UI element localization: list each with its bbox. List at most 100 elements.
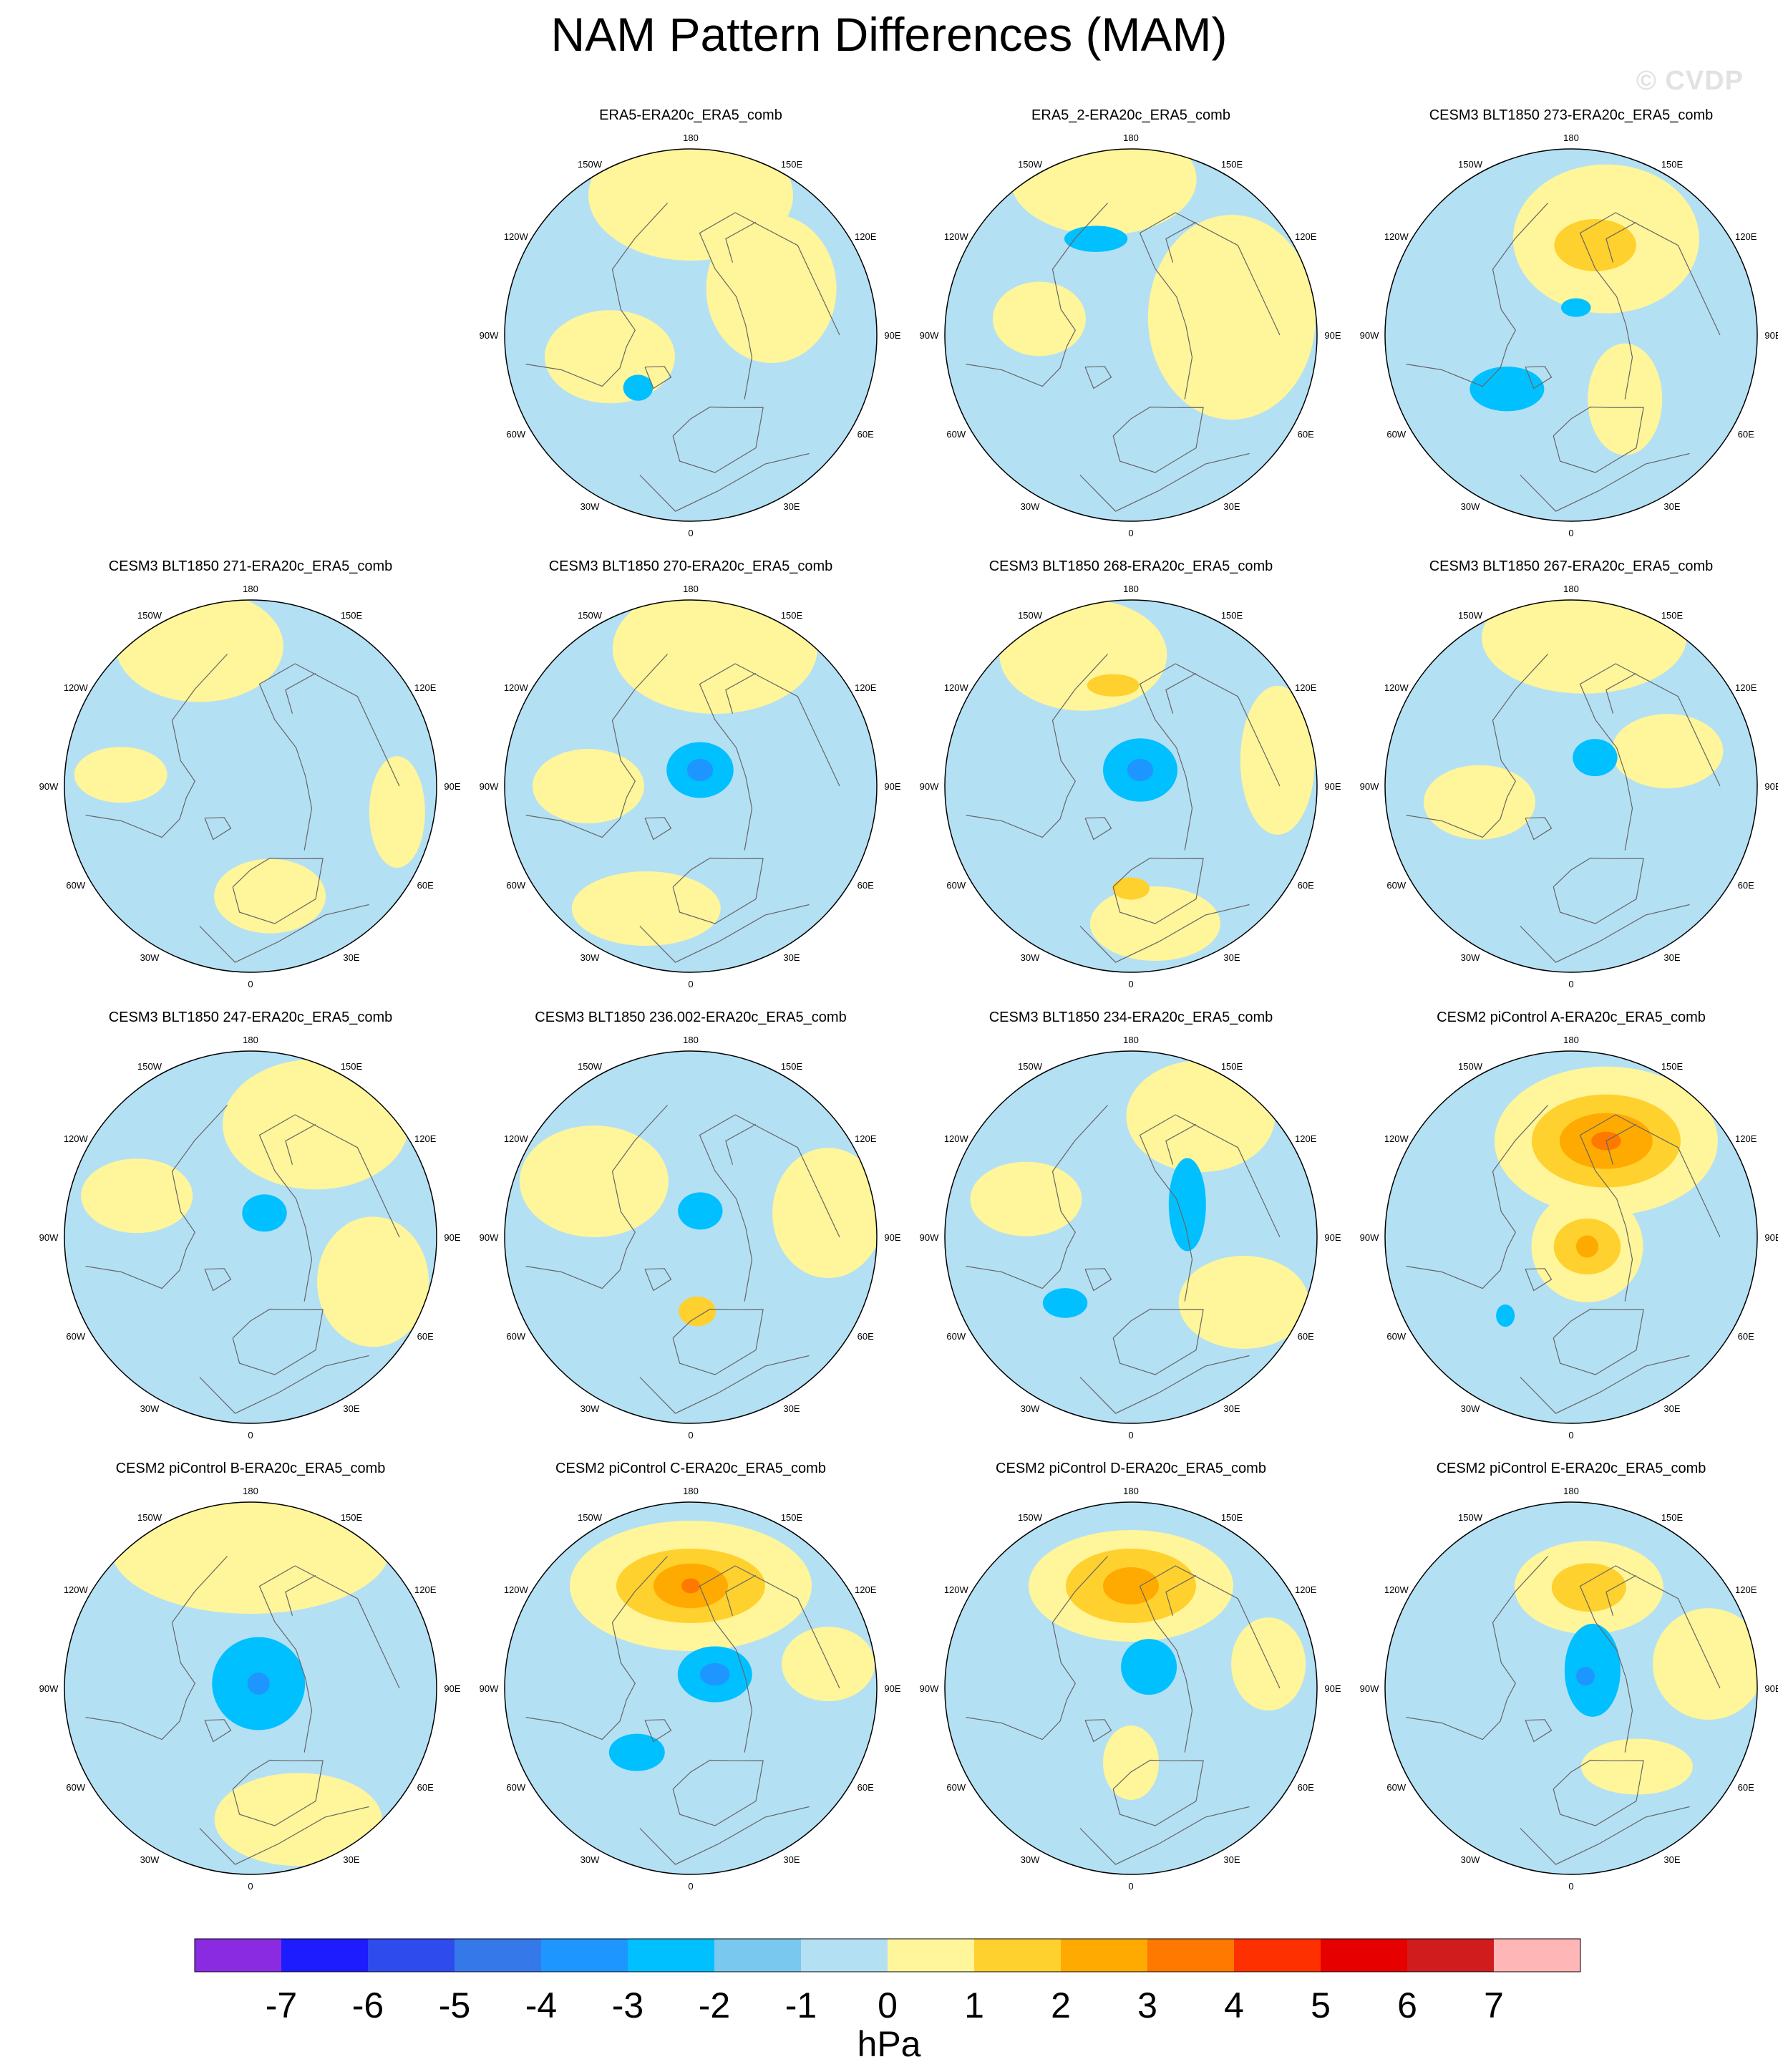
longitude-label: 0 — [1568, 1881, 1573, 1892]
anomaly-contour — [1127, 758, 1154, 782]
longitude-label: 180 — [243, 1486, 258, 1496]
longitude-label: 0 — [248, 979, 253, 989]
anomaly-contour — [1178, 1256, 1309, 1349]
colorbar-swatch — [801, 1939, 888, 1972]
longitude-label: 30W — [580, 952, 600, 963]
coastline — [725, 221, 757, 263]
colorbar-tick-label: -6 — [352, 1985, 384, 2025]
longitude-label: 90E — [444, 781, 460, 792]
coastline — [1553, 857, 1644, 924]
colorbar-tick-label: 4 — [1224, 1985, 1244, 2025]
coastline — [1525, 1719, 1553, 1743]
colorbar-units-label: hPa — [858, 2024, 921, 2064]
longitude-label: 180 — [1123, 1035, 1139, 1045]
coastline — [1525, 817, 1553, 841]
coastline — [1079, 452, 1250, 512]
map-panel: CESM3 BLT1850 267-ERA20c_ERA5_comb 180 150… — [1349, 558, 1778, 995]
polar-map: 180 150E 120E 90E 60E 30E 0 30W 60W 90W 120W 150W — [1360, 1486, 1778, 1892]
longitude-label: 180 — [1123, 1486, 1139, 1496]
longitude-label: 120W — [504, 1584, 529, 1595]
map-rim — [944, 148, 1318, 522]
longitude-label: 120W — [64, 1584, 89, 1595]
longitude-label: 30W — [1021, 1403, 1040, 1414]
map-rim — [504, 599, 878, 973]
map-panel: CESM2 piControl B-ERA20c_ERA5_comb 180 150… — [29, 1461, 472, 1897]
coastline — [285, 1123, 316, 1165]
panel-title: CESM2 piControl D-ERA20c_ERA5_comb — [996, 1461, 1266, 1476]
panel-title: CESM3 BLT1850 268-ERA20c_ERA5_comb — [988, 558, 1273, 574]
anomaly-contour — [1087, 674, 1140, 697]
anomaly-contour — [706, 214, 837, 363]
longitude-label: 90E — [884, 781, 900, 792]
coastline — [258, 1565, 400, 1753]
panel-title: CESM3 BLT1850 267-ERA20c_ERA5_comb — [1429, 558, 1714, 574]
map-panel: CESM3 BLT1850 271-ERA20c_ERA5_comb 180 150… — [29, 558, 472, 995]
coastline — [672, 857, 764, 924]
anomaly-contour — [1580, 1738, 1693, 1795]
coastline — [644, 817, 672, 841]
longitude-label: 90E — [444, 1683, 460, 1694]
colorbar-swatch — [974, 1939, 1061, 1972]
map-panel: CESM2 piControl D-ERA20c_ERA5_comb 180 150… — [909, 1461, 1353, 1897]
map-panel: CESM3 BLT1850 247-ERA20c_ERA5_comb 180 150… — [29, 1010, 472, 1446]
coastline — [1525, 366, 1553, 389]
anomaly-contour — [1168, 1158, 1206, 1252]
coastline — [285, 672, 316, 714]
coastline — [699, 1565, 840, 1753]
colorbar-swatch — [714, 1939, 801, 1972]
map-rim — [1384, 148, 1758, 522]
coastline — [1165, 1574, 1197, 1616]
coastline — [525, 1556, 668, 1741]
longitude-label: 150E — [1661, 1061, 1684, 1072]
longitude-label: 60E — [858, 1782, 874, 1793]
longitude-label: 150W — [1018, 610, 1043, 621]
coastline — [1520, 452, 1690, 512]
coastline — [1605, 1123, 1637, 1165]
longitude-label: 180 — [1123, 132, 1139, 143]
coastline — [639, 1806, 810, 1865]
anomaly-contour — [1064, 226, 1128, 252]
longitude-label: 60W — [946, 1782, 966, 1793]
polar-map: 180 150E 120E 90E 60E 30E 0 30W 60W 90W 120W 150W — [1360, 1035, 1778, 1441]
anomaly-contour — [970, 1161, 1082, 1236]
longitude-label: 30E — [1663, 1403, 1680, 1414]
colorbar-swatch — [541, 1939, 628, 1972]
coastline — [1165, 1123, 1197, 1165]
longitude-label: 30W — [1461, 1854, 1480, 1865]
longitude-label: 150W — [1458, 1512, 1483, 1523]
longitude-label: 30E — [343, 1403, 359, 1414]
map-rim — [64, 599, 437, 973]
coastline — [1165, 672, 1197, 714]
coastline — [644, 366, 672, 389]
longitude-label: 150W — [1018, 1061, 1043, 1072]
longitude-label: 120W — [1384, 682, 1409, 693]
longitude-label: 150E — [341, 1061, 363, 1072]
anomaly-contour — [1240, 685, 1315, 835]
colorbar-swatch — [1321, 1939, 1407, 1972]
coastline — [1079, 1806, 1250, 1865]
longitude-label: 120E — [1735, 231, 1757, 242]
longitude-label: 180 — [1563, 1486, 1579, 1496]
colorbar-swatch — [281, 1939, 368, 1972]
longitude-label: 30E — [1223, 952, 1240, 963]
colorbar-swatch — [628, 1939, 714, 1972]
longitude-label: 0 — [1568, 528, 1573, 538]
longitude-label: 30E — [783, 1403, 800, 1414]
anomaly-contour — [1588, 343, 1663, 455]
longitude-label: 150E — [1661, 159, 1684, 170]
longitude-label: 150E — [1661, 1512, 1684, 1523]
anomaly-contour — [81, 1158, 193, 1234]
coastline — [672, 1759, 764, 1826]
map-rim — [504, 148, 878, 522]
anomaly-contour — [247, 1672, 270, 1695]
longitude-label: 90W — [480, 330, 499, 341]
panel-title: CESM2 piControl B-ERA20c_ERA5_comb — [115, 1461, 386, 1476]
coastline — [199, 1806, 369, 1865]
longitude-label: 30W — [580, 501, 600, 512]
anomaly-contour — [1482, 600, 1687, 694]
longitude-label: 180 — [243, 584, 258, 594]
anomaly-contour — [1575, 1235, 1599, 1258]
longitude-label: 150W — [578, 1061, 603, 1072]
coastline — [232, 1308, 324, 1375]
longitude-label: 60W — [506, 1331, 525, 1342]
